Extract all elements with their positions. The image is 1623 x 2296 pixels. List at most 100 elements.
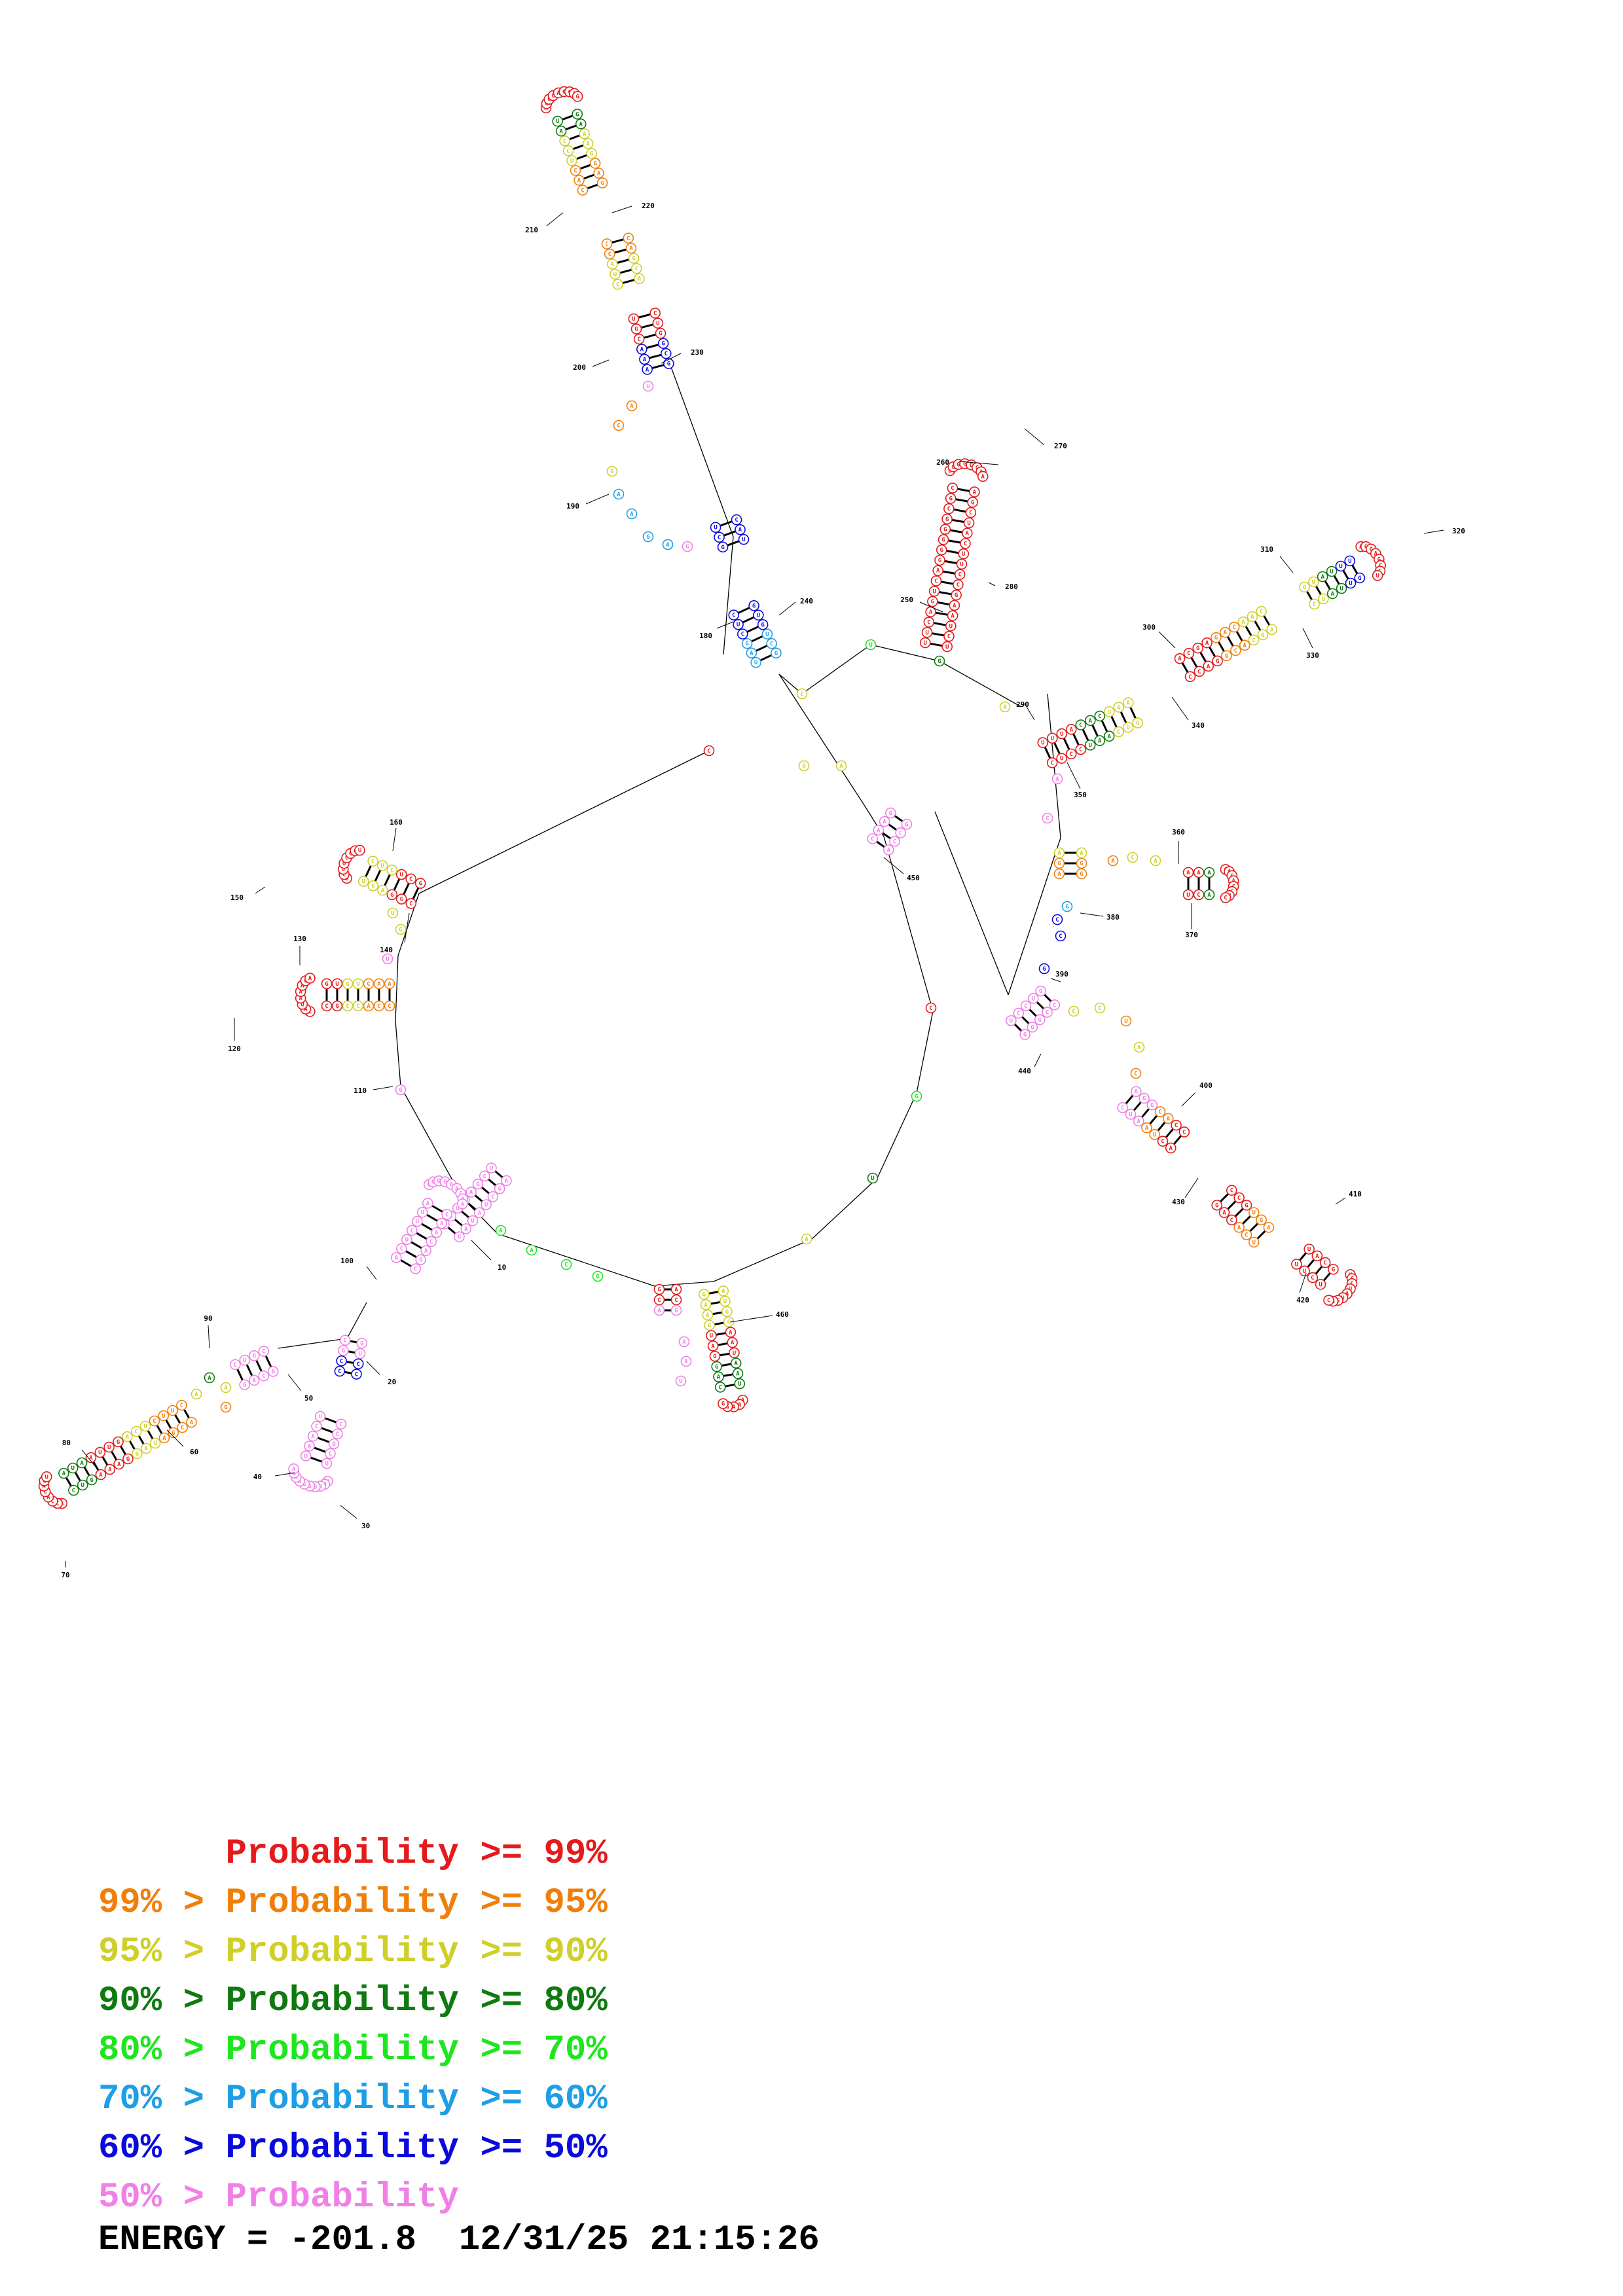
nucleotide: U [706, 1330, 717, 1341]
nucleotide: G [168, 1427, 179, 1439]
svg-text:G: G [418, 881, 422, 888]
nucleotide: C [954, 569, 966, 580]
nucleotide: A [422, 1198, 433, 1209]
svg-text:A: A [646, 367, 649, 373]
nucleotide: U [1248, 1207, 1260, 1218]
nucleotide: A [465, 1187, 477, 1198]
nucleotide: G [1139, 1092, 1150, 1104]
svg-text:G: G [443, 1179, 447, 1186]
svg-text:C: C [1069, 751, 1072, 758]
nucleotide: G [653, 1283, 665, 1295]
nucleotide: A [873, 824, 884, 836]
nucleotide: U [729, 1347, 740, 1359]
date-stamp: 12/31/25 [458, 2220, 629, 2260]
svg-text:A: A [478, 1210, 482, 1217]
bond-line [1024, 428, 1045, 446]
nucleotide: U [300, 1450, 312, 1462]
svg-text:U: U [490, 1166, 493, 1172]
nucleotide: A [1193, 867, 1205, 878]
nucleotide: C [1256, 605, 1267, 617]
svg-text:G: G [562, 89, 566, 96]
position-label: 180 [699, 632, 712, 640]
svg-text:G: G [702, 1292, 706, 1299]
nucleotide: C [325, 1448, 336, 1460]
svg-text:G: G [915, 1094, 918, 1100]
svg-text:C: C [770, 641, 773, 647]
position-label: 400 [1199, 1081, 1213, 1090]
svg-text:A: A [1055, 776, 1059, 783]
svg-text:C: C [719, 1384, 722, 1391]
bond-line [166, 1429, 184, 1447]
svg-text:U: U [380, 863, 384, 870]
nucleotide: U [552, 115, 563, 127]
position-label: 150 [230, 893, 244, 902]
svg-text:A: A [499, 1228, 503, 1234]
svg-text:C: C [1188, 674, 1192, 681]
svg-text:A: A [1135, 1089, 1139, 1096]
nucleotide: A [730, 1357, 742, 1369]
bond-line [1008, 837, 1061, 996]
nucleotide: C [703, 745, 715, 757]
svg-text:U: U [1186, 892, 1190, 899]
nucleotide: U [376, 860, 388, 871]
svg-text:U: U [733, 1350, 736, 1357]
svg-text:U: U [960, 562, 963, 568]
position-label: 330 [1306, 651, 1319, 660]
svg-text:C: C [581, 187, 584, 194]
svg-text:C: C [371, 859, 374, 865]
svg-text:C: C [574, 168, 577, 174]
svg-text:U: U [484, 1202, 488, 1209]
svg-text:C: C [1327, 1298, 1330, 1304]
nucleotide: A [575, 118, 587, 130]
svg-text:U: U [1129, 1112, 1132, 1119]
svg-text:C: C [1017, 1011, 1020, 1017]
svg-text:U: U [1330, 569, 1333, 575]
nucleotide: G [86, 1474, 98, 1486]
svg-text:C: C [653, 310, 657, 317]
nucleotide: G [1256, 1214, 1267, 1226]
svg-text:G: G [674, 1308, 678, 1314]
bond-line [661, 353, 682, 364]
nucleotide: G [663, 358, 674, 369]
nucleotide: U [675, 1375, 687, 1387]
svg-text:A: A [597, 170, 601, 177]
position-label: 410 [1349, 1190, 1362, 1198]
nucleotide: C [930, 575, 942, 586]
nucleotide: A [625, 242, 637, 254]
energy-footer: ENERGY = -201.8 12/31/25 21:15:26 [98, 2220, 820, 2260]
bond-line [916, 1011, 934, 1094]
nucleotide: U [761, 628, 773, 640]
svg-text:A: A [469, 1189, 473, 1196]
position-label: 290 [1016, 700, 1029, 709]
svg-text:A: A [1197, 870, 1201, 876]
nucleotide: C [714, 531, 725, 543]
nucleotide: A [1326, 588, 1338, 600]
nucleotide: A [1053, 847, 1065, 859]
nucleotide: G [934, 655, 945, 667]
svg-text:U: U [153, 1441, 156, 1447]
bond-line [1302, 628, 1313, 649]
position-label: 460 [776, 1310, 789, 1319]
position-label: 240 [800, 597, 813, 605]
svg-text:G: G [172, 1430, 175, 1437]
svg-text:A: A [1207, 664, 1211, 670]
svg-text:A: A [450, 1182, 454, 1189]
legend-label: Probability [225, 1834, 459, 1874]
svg-text:U: U [71, 1465, 75, 1472]
svg-text:U: U [342, 867, 345, 873]
nucleotide: C [1049, 999, 1061, 1011]
svg-text:U: U [1088, 742, 1091, 749]
svg-text:A: A [80, 1460, 84, 1467]
nucleotide: U [321, 1458, 333, 1469]
svg-text:C: C [1234, 648, 1237, 655]
nucleotide: G [704, 1319, 715, 1331]
nucleotide: U [486, 1162, 497, 1174]
svg-text:C: C [727, 1319, 730, 1326]
nucleotide: G [386, 889, 398, 901]
svg-text:U: U [1376, 573, 1379, 579]
svg-text:G: G [610, 469, 613, 475]
nucleotide: U [941, 641, 953, 653]
svg-text:A: A [108, 1467, 112, 1473]
nucleotide: A [1263, 1221, 1275, 1233]
svg-text:G: G [1216, 658, 1219, 665]
